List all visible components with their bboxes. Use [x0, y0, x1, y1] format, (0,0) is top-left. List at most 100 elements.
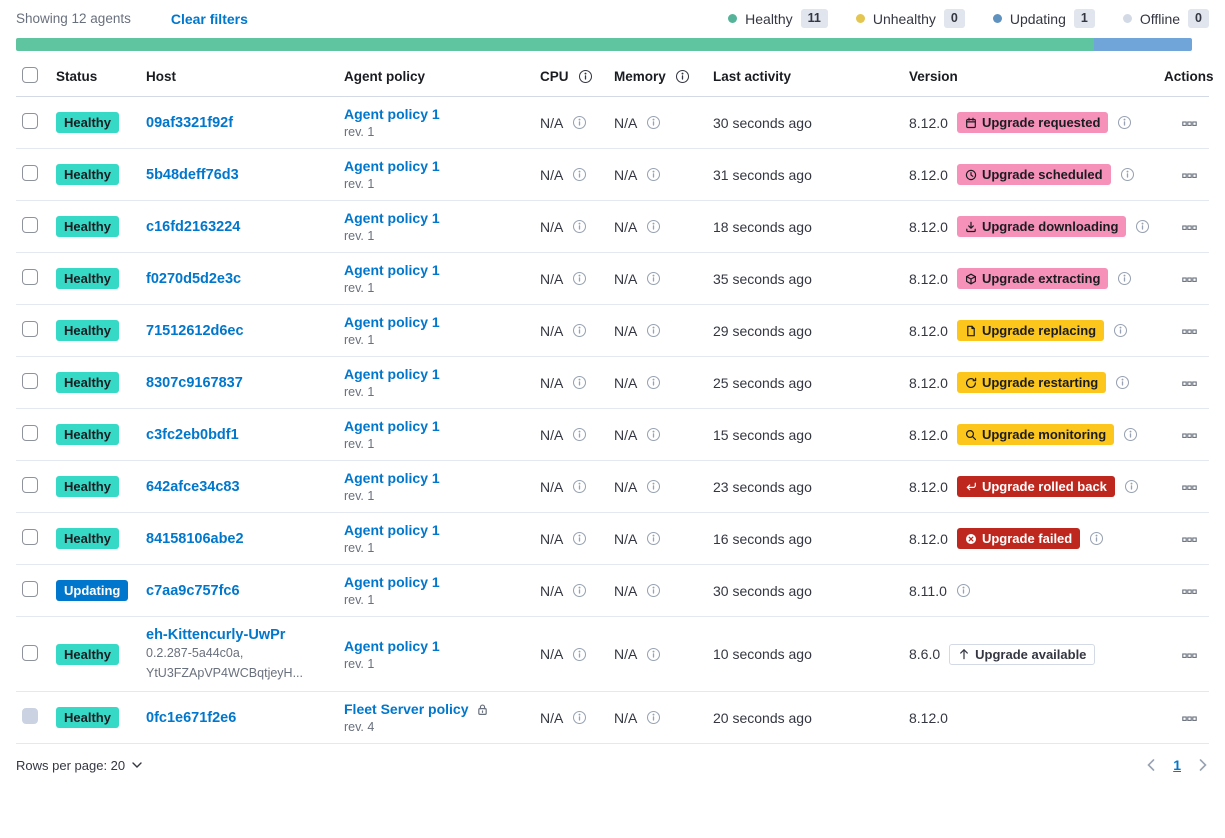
agent-policy-link[interactable]: Agent policy 1	[344, 418, 440, 434]
row-actions-button[interactable]	[1180, 585, 1199, 599]
info-icon[interactable]	[572, 167, 587, 182]
host-link[interactable]: f0270d5d2e3c	[146, 271, 242, 287]
agent-policy-link[interactable]: Agent policy 1	[344, 574, 440, 590]
row-actions-button[interactable]	[1180, 712, 1199, 726]
host-link[interactable]: 0fc1e671f2e6	[146, 710, 237, 726]
host-link[interactable]: c7aa9c757fc6	[146, 583, 240, 599]
host-link[interactable]: 84158106abe2	[146, 531, 244, 547]
info-icon[interactable]	[646, 323, 661, 338]
row-checkbox[interactable]	[22, 373, 38, 389]
host-link[interactable]: 8307c9167837	[146, 375, 243, 391]
agent-policy-link[interactable]: Agent policy 1	[344, 522, 440, 538]
agent-policy-link[interactable]: Agent policy 1	[344, 314, 440, 330]
host-link[interactable]: 09af3321f92f	[146, 115, 234, 131]
agent-policy-link[interactable]: Agent policy 1	[344, 158, 440, 174]
host-link[interactable]: 5b48deff76d3	[146, 167, 239, 183]
host-link[interactable]: eh-Kittencurly-UwPr	[146, 627, 286, 643]
info-icon[interactable]	[572, 647, 587, 662]
info-icon[interactable]	[572, 375, 587, 390]
row-checkbox[interactable]	[22, 269, 38, 285]
info-icon[interactable]	[572, 219, 587, 234]
info-icon[interactable]	[1117, 271, 1132, 286]
last-activity-value: 30 seconds ago	[713, 114, 812, 131]
row-checkbox[interactable]	[22, 425, 38, 441]
row-checkbox[interactable]	[22, 644, 38, 661]
info-icon[interactable]	[956, 583, 971, 598]
info-icon[interactable]	[578, 69, 593, 84]
cpu-value: N/A	[540, 426, 564, 443]
row-actions-button[interactable]	[1180, 481, 1199, 495]
info-icon[interactable]	[572, 531, 587, 546]
info-icon[interactable]	[572, 323, 587, 338]
info-icon[interactable]	[1124, 479, 1139, 494]
previous-page-button[interactable]	[1145, 757, 1157, 773]
info-icon[interactable]	[1113, 323, 1128, 338]
row-actions-button[interactable]	[1180, 429, 1199, 443]
select-all-checkbox[interactable]	[22, 67, 38, 83]
agent-policy-link[interactable]: Agent policy 1	[344, 106, 440, 122]
agent-policy-link[interactable]: Fleet Server policy	[344, 701, 469, 717]
host-link[interactable]: 71512612d6ec	[146, 323, 244, 339]
row-actions-button[interactable]	[1180, 649, 1199, 663]
clear-filters-link[interactable]: Clear filters	[170, 10, 248, 27]
info-icon[interactable]	[572, 583, 587, 598]
policy-revision: rev. 1	[344, 489, 375, 503]
host-link[interactable]: c16fd2163224	[146, 219, 241, 235]
host-link[interactable]: 642afce34c83	[146, 479, 240, 495]
row-actions-button[interactable]	[1180, 377, 1199, 391]
row-actions-button[interactable]	[1180, 117, 1199, 131]
legend-item-healthy[interactable]: Healthy 11	[728, 9, 828, 28]
agent-policy-link[interactable]: Agent policy 1	[344, 262, 440, 278]
agent-policy-link[interactable]: Agent policy 1	[344, 366, 440, 382]
info-icon[interactable]	[646, 115, 661, 130]
row-checkbox[interactable]	[22, 529, 38, 545]
row-actions-button[interactable]	[1180, 325, 1199, 339]
info-icon[interactable]	[572, 710, 587, 725]
cpu-value: N/A	[540, 374, 564, 391]
agent-policy-link[interactable]: Agent policy 1	[344, 210, 440, 226]
row-actions-button[interactable]	[1180, 273, 1199, 287]
info-icon[interactable]	[646, 531, 661, 546]
info-icon[interactable]	[572, 115, 587, 130]
version-value: 8.12.0	[909, 426, 948, 443]
info-icon[interactable]	[646, 710, 661, 725]
info-icon[interactable]	[572, 271, 587, 286]
row-checkbox[interactable]	[22, 477, 38, 493]
row-checkbox[interactable]	[22, 165, 38, 181]
info-icon[interactable]	[646, 427, 661, 442]
info-icon[interactable]	[572, 427, 587, 442]
info-icon[interactable]	[646, 375, 661, 390]
info-icon[interactable]	[1120, 167, 1135, 182]
row-actions-button[interactable]	[1180, 533, 1199, 547]
calendar-icon	[965, 117, 977, 129]
info-icon[interactable]	[646, 167, 661, 182]
row-actions-button[interactable]	[1180, 221, 1199, 235]
next-page-button[interactable]	[1197, 757, 1209, 773]
info-icon[interactable]	[1123, 427, 1138, 442]
upgrade-status-badge: Upgrade extracting	[956, 268, 1109, 289]
row-checkbox[interactable]	[22, 217, 38, 233]
info-icon[interactable]	[1089, 531, 1104, 546]
legend-item-unhealthy[interactable]: Unhealthy 0	[855, 9, 965, 28]
agent-policy-link[interactable]: Agent policy 1	[344, 470, 440, 486]
agent-policy-link[interactable]: Agent policy 1	[344, 637, 440, 654]
info-icon[interactable]	[646, 479, 661, 494]
info-icon[interactable]	[1135, 219, 1150, 234]
info-icon[interactable]	[675, 69, 690, 84]
info-icon[interactable]	[646, 271, 661, 286]
info-icon[interactable]	[646, 219, 661, 234]
page-1-button[interactable]: 1	[1173, 757, 1181, 773]
legend-item-offline[interactable]: Offline 0	[1122, 9, 1209, 28]
info-icon[interactable]	[1117, 115, 1132, 130]
info-icon[interactable]	[646, 583, 661, 598]
info-icon[interactable]	[1115, 375, 1130, 390]
row-checkbox[interactable]	[22, 581, 38, 597]
row-checkbox[interactable]	[22, 321, 38, 337]
info-icon[interactable]	[646, 647, 661, 662]
legend-item-updating[interactable]: Updating 1	[992, 9, 1095, 28]
rows-per-page-button[interactable]: Rows per page: 20	[16, 758, 142, 773]
row-actions-button[interactable]	[1180, 169, 1199, 183]
info-icon[interactable]	[572, 479, 587, 494]
row-checkbox[interactable]	[22, 113, 38, 129]
host-link[interactable]: c3fc2eb0bdf1	[146, 427, 239, 443]
